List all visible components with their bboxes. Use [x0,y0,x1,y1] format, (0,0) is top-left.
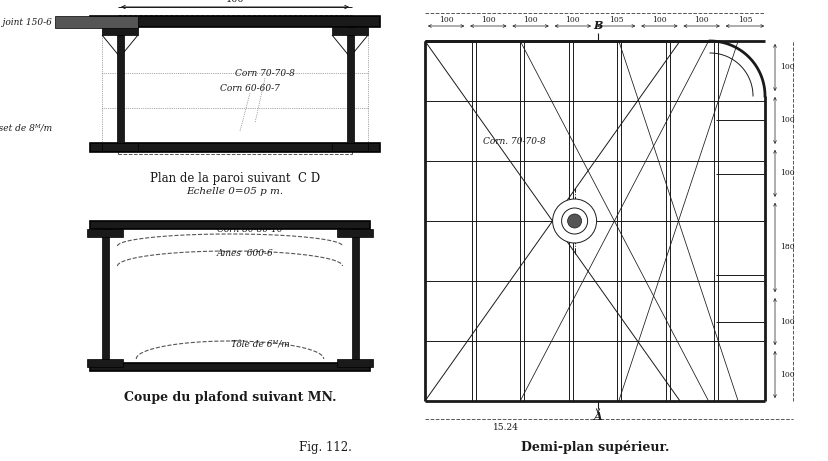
Text: Coupe du plafond suivant MN.: Coupe du plafond suivant MN. [123,391,336,404]
Text: Plan de la paroi suivant  C D: Plan de la paroi suivant C D [150,171,320,184]
Bar [87,229,123,237]
Bar [90,143,379,152]
Text: Cousset de 8ᴹ/m: Cousset de 8ᴹ/m [0,124,52,132]
Bar [90,363,369,371]
Bar [55,16,137,28]
Bar [331,27,368,35]
Text: Corn 80-80-10: Corn 80-80-10 [217,225,282,234]
Text: 100: 100 [480,16,495,24]
Text: 180: 180 [779,243,794,251]
Text: 100: 100 [779,169,794,177]
Text: 100: 100 [438,16,453,24]
Text: Demi-plan supérieur.: Demi-plan supérieur. [520,441,668,455]
Text: Corn 60-60-7: Corn 60-60-7 [219,84,280,93]
Text: Tôle de 6ᴹ/m: Tôle de 6ᴹ/m [230,340,289,349]
Text: A: A [593,411,602,422]
Text: 100: 100 [225,0,244,4]
Text: Fig. 112.: Fig. 112. [298,441,351,454]
Text: Corn. 70-70-8: Corn. 70-70-8 [483,137,545,146]
Bar [102,27,137,35]
Text: B: B [593,20,602,31]
Bar [331,143,368,151]
Circle shape [567,214,581,228]
Text: Ames  600-6: Ames 600-6 [216,249,273,258]
Text: 100: 100 [652,16,666,24]
Text: 15.24: 15.24 [493,423,518,432]
Text: 105: 105 [737,16,751,24]
Bar [117,27,124,143]
Bar [352,229,359,363]
Circle shape [552,199,596,243]
Text: Echelle 0=05 p m.: Echelle 0=05 p m. [186,187,283,195]
Bar [90,221,369,229]
Text: Couvre joint 150-6: Couvre joint 150-6 [0,18,52,26]
Text: 100: 100 [565,16,580,24]
Text: 100: 100 [779,371,794,378]
Text: 100: 100 [522,16,537,24]
Bar [87,359,123,367]
Bar [337,359,373,367]
Text: Tôle de 6ᴹ/m: Tôle de 6ᴹ/m [225,17,284,25]
Text: Corn 70-70-8: Corn 70-70-8 [235,69,295,78]
Text: 105: 105 [608,16,623,24]
Bar [347,27,354,143]
Text: 100: 100 [779,64,794,71]
Text: 100: 100 [779,318,794,325]
Text: 100: 100 [779,117,794,124]
Bar [90,16,379,27]
Bar [102,229,108,363]
Text: 100: 100 [694,16,708,24]
Bar [337,229,373,237]
Bar [102,143,137,151]
